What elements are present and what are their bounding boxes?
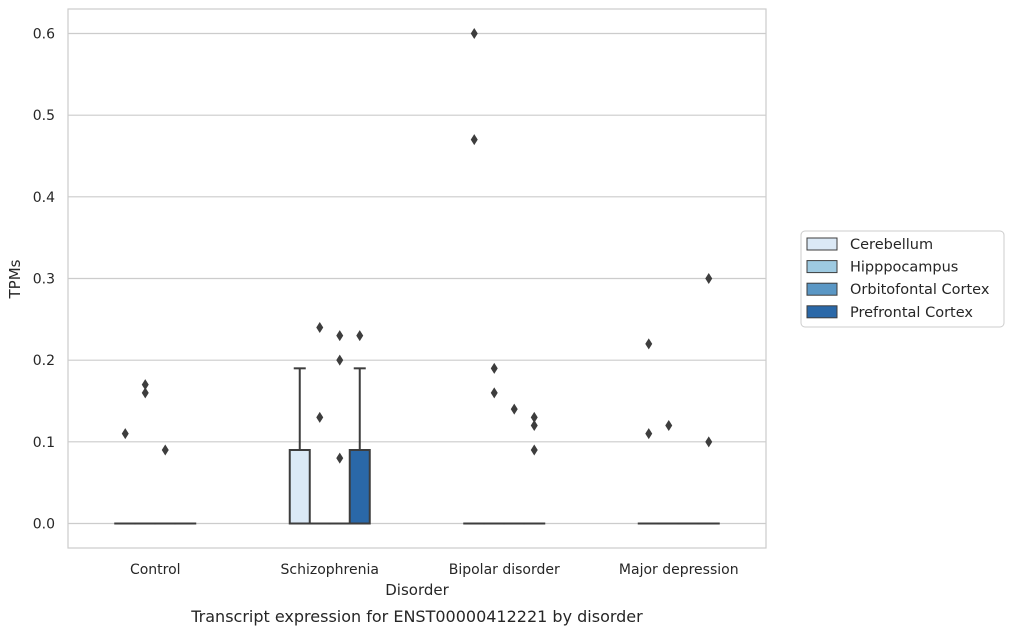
y-tick-label: 0.0 [33, 517, 55, 533]
legend-item: Prefrontal Cortex [806, 305, 973, 321]
y-axis-label: TPMs [6, 259, 24, 299]
outlier-point [490, 362, 498, 374]
plot-frame [67, 8, 767, 549]
outlier-point [316, 322, 324, 333]
y-tick-label: 0.5 [33, 108, 55, 124]
outlier-point [161, 444, 169, 456]
outlier-point [530, 411, 538, 423]
legend-swatch [806, 260, 838, 274]
outlier-point [530, 444, 538, 456]
outlier-point [336, 354, 344, 366]
outlier-point [121, 428, 129, 440]
outlier-point [705, 273, 713, 284]
legend-label: Hipppocampus [850, 260, 958, 276]
y-tick-label: 0.2 [33, 353, 55, 369]
outlier-point [510, 403, 518, 415]
x-tick-label: Bipolar disorder [449, 562, 560, 578]
x-tick-label: Major depression [619, 562, 739, 578]
outlier-point [470, 134, 478, 146]
x-tick-label: Schizophrenia [281, 562, 379, 578]
outlier-point [490, 387, 498, 399]
x-axis-label: Disorder [385, 581, 449, 599]
category-group [288, 322, 371, 525]
legend-item: Hipppocampus [806, 260, 958, 276]
legend-swatch [806, 305, 838, 319]
legend-item: Orbitofontal Cortex [806, 282, 990, 298]
outlier-point [665, 420, 673, 431]
category-group [463, 28, 546, 525]
legend: Cerebellum Hipppocampus Orbitofontal Corte… [800, 230, 1005, 328]
legend-frame [800, 230, 1005, 328]
y-tick-label: 0.1 [33, 435, 55, 451]
legend-swatch [806, 237, 838, 251]
legend-swatch [806, 282, 838, 296]
y-tick-label: 0.6 [33, 27, 55, 43]
outlier-point [356, 330, 364, 342]
x-tick-label: Control [130, 562, 181, 578]
outlier-point [645, 338, 653, 350]
outlier-point [645, 428, 653, 440]
y-tick-label: 0.4 [33, 190, 55, 206]
x-axis-ticks: Control Schizophrenia Bipolar disorder Majo… [130, 562, 739, 578]
outlier-point [141, 387, 149, 399]
box-body [288, 449, 311, 525]
outlier-point [530, 420, 538, 431]
y-axis-ticks: 0.0 0.1 0.2 0.3 0.4 0.5 0.6 [33, 27, 55, 533]
y-tick-label: 0.3 [33, 272, 55, 288]
outlier-point [470, 28, 478, 39]
legend-label: Prefrontal Cortex [850, 305, 973, 321]
box-body [348, 449, 371, 525]
outlier-point [336, 330, 344, 342]
outlier-point [316, 411, 324, 423]
outlier-point [336, 452, 344, 464]
category-group [637, 273, 720, 525]
outlier-point [141, 379, 149, 391]
legend-label: Orbitofontal Cortex [850, 282, 990, 298]
box-plot-groups [114, 28, 720, 525]
outlier-point [705, 436, 713, 448]
legend-item: Cerebellum [806, 237, 933, 253]
chart-caption: Transcript expression for ENST0000041222… [190, 607, 643, 626]
legend-label: Cerebellum [850, 237, 933, 253]
category-group [114, 379, 197, 525]
